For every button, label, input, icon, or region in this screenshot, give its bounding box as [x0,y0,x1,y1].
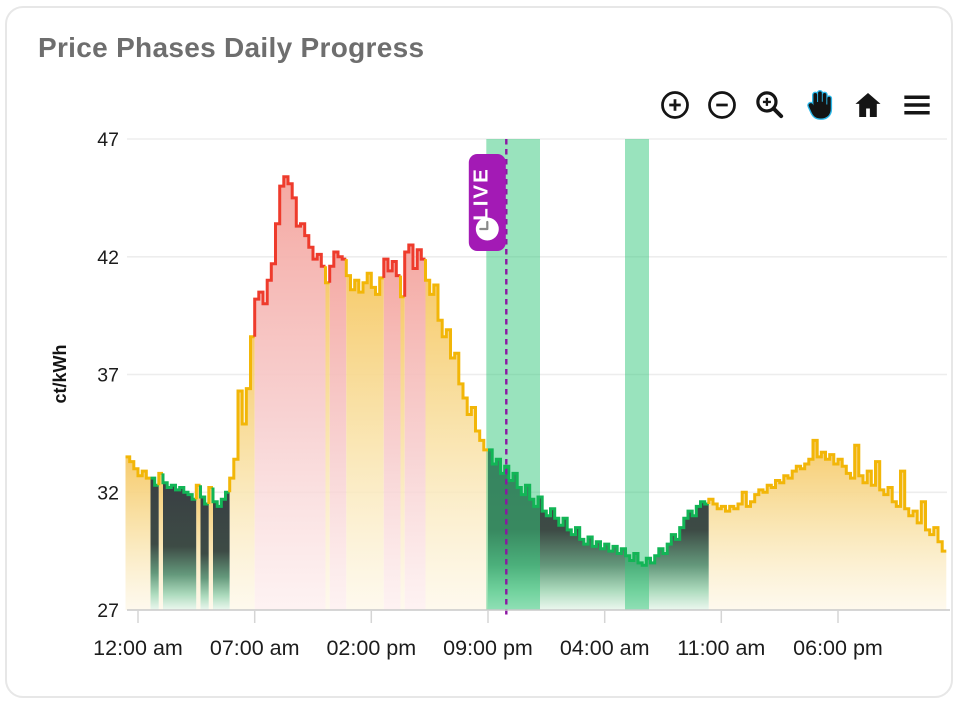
x-tick-label: 04:00 am [560,636,650,660]
pan-button[interactable] [800,86,837,123]
phase-line-n [344,259,384,296]
phase-area-c [163,482,197,610]
phase-area-n [425,280,488,610]
box-zoom-button[interactable] [752,87,787,122]
phase-area-e [404,245,426,610]
price-area-fill [125,176,947,610]
phase-area-c [200,497,209,610]
phase-area-c [213,492,230,610]
phase-area-e [383,259,401,610]
price-line [125,175,947,567]
y-axis: 27 32 37 42 47 ct/kWh [50,129,119,622]
y-tick-label: 42 [97,247,119,269]
live-badge[interactable]: LIVE [468,154,506,251]
phase-area-n [229,336,255,610]
live-badge-label: LIVE [469,167,492,221]
reset-home-button[interactable] [850,87,886,123]
phase-line-e [382,257,401,278]
zoom-in-icon [660,90,690,123]
x-tick-label: 02:00 pm [326,636,416,660]
phase-area-n [158,473,163,610]
phase-line-e [253,175,326,337]
phase-area-c [488,449,709,610]
x-axis: 12:00 am 07:00 am 02:00 pm 09:00 pm 04:00 am… [93,609,950,660]
phase-line-n [424,259,488,452]
y-axis-title: ct/kWh [50,344,70,403]
price-chart[interactable]: LIVE 12:00 am 07:00 am 02:00 pm 09:00 pm 04:0… [7,8,951,696]
magnifier-zoom-icon [754,91,785,123]
phase-area-n [346,273,384,610]
phase-area-n [196,485,201,610]
zoom-out-button[interactable] [705,88,739,122]
x-tick-label: 07:00 am [210,636,300,660]
phase-line-c [211,487,230,508]
y-tick-label: 37 [97,365,119,387]
phase-line-e [328,250,347,283]
zoom-out-icon [707,90,737,123]
phase-area-n [400,296,405,610]
price-chart-svg[interactable]: LIVE 12:00 am 07:00 am 02:00 pm 09:00 pm 04:0… [7,8,953,698]
x-tick-label: 11:00 am [677,636,765,660]
phase-line-c [488,448,709,567]
chart-modebar [658,86,935,123]
phase-area-e [329,252,347,610]
phase-area-n [708,440,947,610]
phase-area-e [254,176,326,610]
home-icon [852,92,884,124]
zoom-in-button[interactable] [658,88,692,122]
page-title: Price Phases Daily Progress [38,32,425,63]
phase-area-n [325,282,330,610]
x-tick-label: 12:00 am [93,636,183,660]
phase-area-n [208,487,213,610]
menu-button[interactable] [899,87,935,123]
y-tick-label: 32 [97,482,119,504]
hamburger-menu-icon [901,95,933,124]
cheap-window-band [625,139,649,610]
phase-line-n [707,438,947,553]
phase-line-c [150,476,159,487]
phase-area-n [125,456,151,610]
price-phases-card: Price Phases Daily Progress [5,6,953,698]
y-tick-label: 27 [97,600,119,622]
phase-line-c [199,485,209,506]
phase-area-c [150,478,159,610]
phase-line-e [403,243,426,297]
x-tick-label: 06:00 pm [793,636,883,660]
phase-line-c [161,473,197,501]
y-tick-label: 47 [97,129,119,151]
phase-line-n [125,455,151,480]
clock-hands [479,220,489,231]
x-tick-label: 09:00 pm [443,636,533,660]
phase-line-n [228,335,255,493]
pan-hand-icon [802,90,835,124]
